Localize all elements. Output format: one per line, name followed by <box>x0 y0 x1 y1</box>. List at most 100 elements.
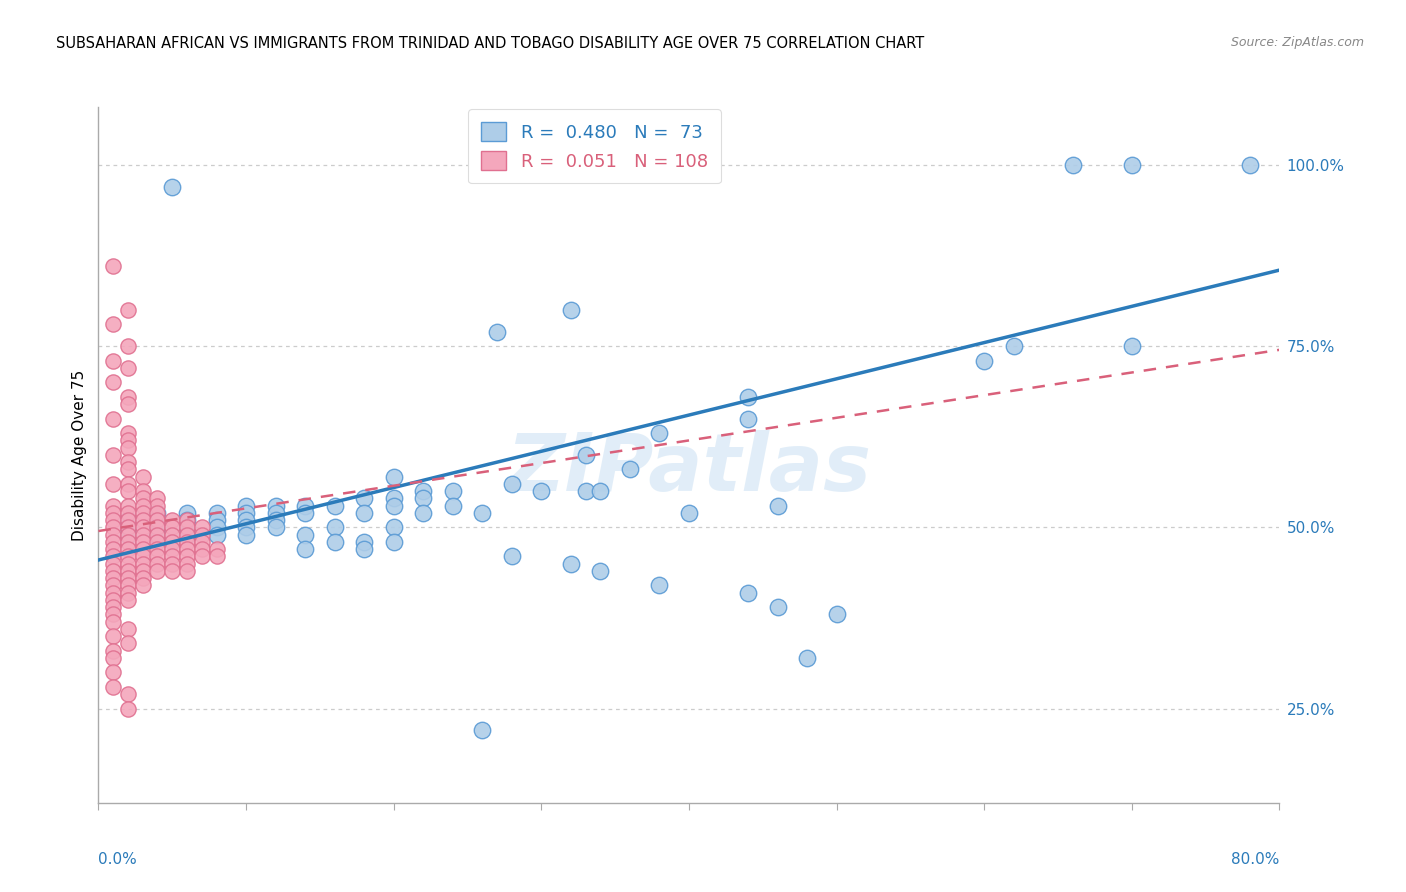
Point <box>117 571 139 585</box>
Point <box>766 499 789 513</box>
Point <box>205 527 228 541</box>
Point <box>471 506 494 520</box>
Point <box>117 499 139 513</box>
Point <box>132 535 155 549</box>
Point <box>103 376 125 390</box>
Point <box>117 527 139 541</box>
Text: Source: ZipAtlas.com: Source: ZipAtlas.com <box>1230 36 1364 49</box>
Point <box>235 520 257 534</box>
Point <box>132 484 155 499</box>
Point <box>117 441 139 455</box>
Point <box>146 513 169 527</box>
Text: 80.0%: 80.0% <box>1232 852 1279 867</box>
Point <box>146 557 169 571</box>
Point <box>117 622 139 636</box>
Point <box>117 434 139 448</box>
Point <box>117 426 139 441</box>
Point <box>486 325 509 339</box>
Point <box>132 491 155 506</box>
Point <box>737 585 759 599</box>
Point <box>176 520 198 534</box>
Point <box>103 527 125 541</box>
Point <box>382 469 405 483</box>
Point <box>146 506 169 520</box>
Point <box>176 527 198 541</box>
Point <box>176 542 198 557</box>
Point <box>191 549 214 564</box>
Point <box>1121 158 1143 172</box>
Point <box>132 549 155 564</box>
Point <box>103 557 125 571</box>
Point <box>176 506 198 520</box>
Point <box>191 527 214 541</box>
Point <box>117 535 139 549</box>
Point <box>191 535 214 549</box>
Point <box>323 499 346 513</box>
Point <box>530 484 553 499</box>
Point <box>323 520 346 534</box>
Point <box>132 578 155 592</box>
Point <box>162 542 184 557</box>
Point <box>146 520 169 534</box>
Point <box>103 651 125 665</box>
Point <box>589 564 612 578</box>
Point <box>162 535 184 549</box>
Point <box>766 600 789 615</box>
Point <box>353 491 375 506</box>
Point <box>412 484 434 499</box>
Point <box>235 527 257 541</box>
Point <box>973 353 995 368</box>
Text: ZIPatlas: ZIPatlas <box>506 430 872 508</box>
Point <box>176 549 198 564</box>
Point <box>146 499 169 513</box>
Point <box>1062 158 1084 172</box>
Legend: R =  0.480   N =  73, R =  0.051   N = 108: R = 0.480 N = 73, R = 0.051 N = 108 <box>468 109 720 183</box>
Point <box>132 499 155 513</box>
Point <box>117 578 139 592</box>
Point <box>103 448 125 462</box>
Point <box>103 585 125 599</box>
Point <box>103 549 125 564</box>
Point <box>132 557 155 571</box>
Point <box>205 506 228 520</box>
Point <box>162 557 184 571</box>
Point <box>382 535 405 549</box>
Point <box>146 542 169 557</box>
Point <box>146 513 169 527</box>
Point <box>162 564 184 578</box>
Point <box>117 542 139 557</box>
Point <box>146 506 169 520</box>
Point <box>191 542 214 557</box>
Point <box>176 564 198 578</box>
Point <box>103 643 125 657</box>
Point <box>825 607 848 622</box>
Point <box>146 520 169 534</box>
Point <box>117 701 139 715</box>
Point <box>162 527 184 541</box>
Point <box>117 585 139 599</box>
Point <box>205 549 228 564</box>
Text: 0.0%: 0.0% <box>98 852 138 867</box>
Point <box>117 506 139 520</box>
Point <box>235 506 257 520</box>
Point <box>103 506 125 520</box>
Point <box>162 513 184 527</box>
Point <box>294 542 316 557</box>
Point <box>560 557 582 571</box>
Point <box>117 527 139 541</box>
Point <box>235 513 257 527</box>
Point <box>117 636 139 650</box>
Point <box>264 513 287 527</box>
Point <box>103 535 125 549</box>
Point <box>382 520 405 534</box>
Point <box>589 484 612 499</box>
Point <box>575 448 598 462</box>
Point <box>103 353 125 368</box>
Point <box>560 303 582 318</box>
Point <box>353 506 375 520</box>
Point <box>103 564 125 578</box>
Point <box>132 469 155 483</box>
Point <box>176 557 198 571</box>
Point <box>323 535 346 549</box>
Point <box>176 535 198 549</box>
